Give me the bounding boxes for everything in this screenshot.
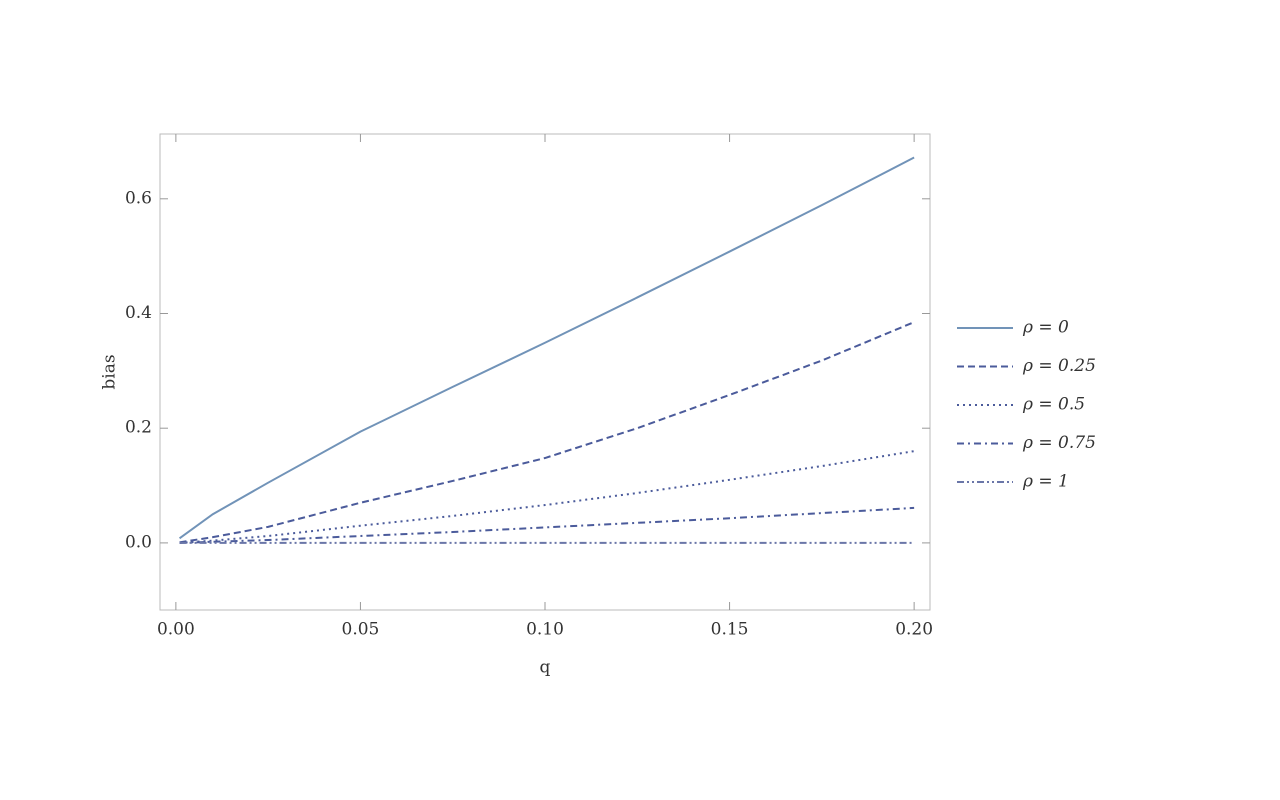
y-tick-label: 0.4 [125, 303, 152, 323]
legend-label: ρ = 0.75 [1022, 433, 1096, 453]
x-tick-label: 0.00 [157, 620, 195, 640]
x-tick-label: 0.20 [895, 620, 933, 640]
y-tick-label: 0.2 [125, 418, 152, 438]
y-tick-label: 0.0 [125, 532, 152, 552]
y-tick-label: 0.6 [125, 188, 152, 208]
legend-label: ρ = 0 [1022, 318, 1069, 338]
x-tick-label: 0.05 [342, 620, 380, 640]
x-tick-label: 0.15 [711, 620, 749, 640]
y-axis-label: bias [100, 354, 120, 389]
x-tick-label: 0.10 [526, 620, 564, 640]
legend-label: ρ = 1 [1022, 472, 1069, 492]
series-line [178, 156, 915, 540]
legend-label: ρ = 0.25 [1022, 356, 1096, 376]
legend-label: ρ = 0.5 [1022, 395, 1085, 415]
x-axis-label: q [540, 658, 551, 678]
series-line [179, 450, 915, 544]
series-line [179, 506, 915, 544]
plot-frame [159, 133, 931, 611]
series-line [179, 321, 915, 544]
